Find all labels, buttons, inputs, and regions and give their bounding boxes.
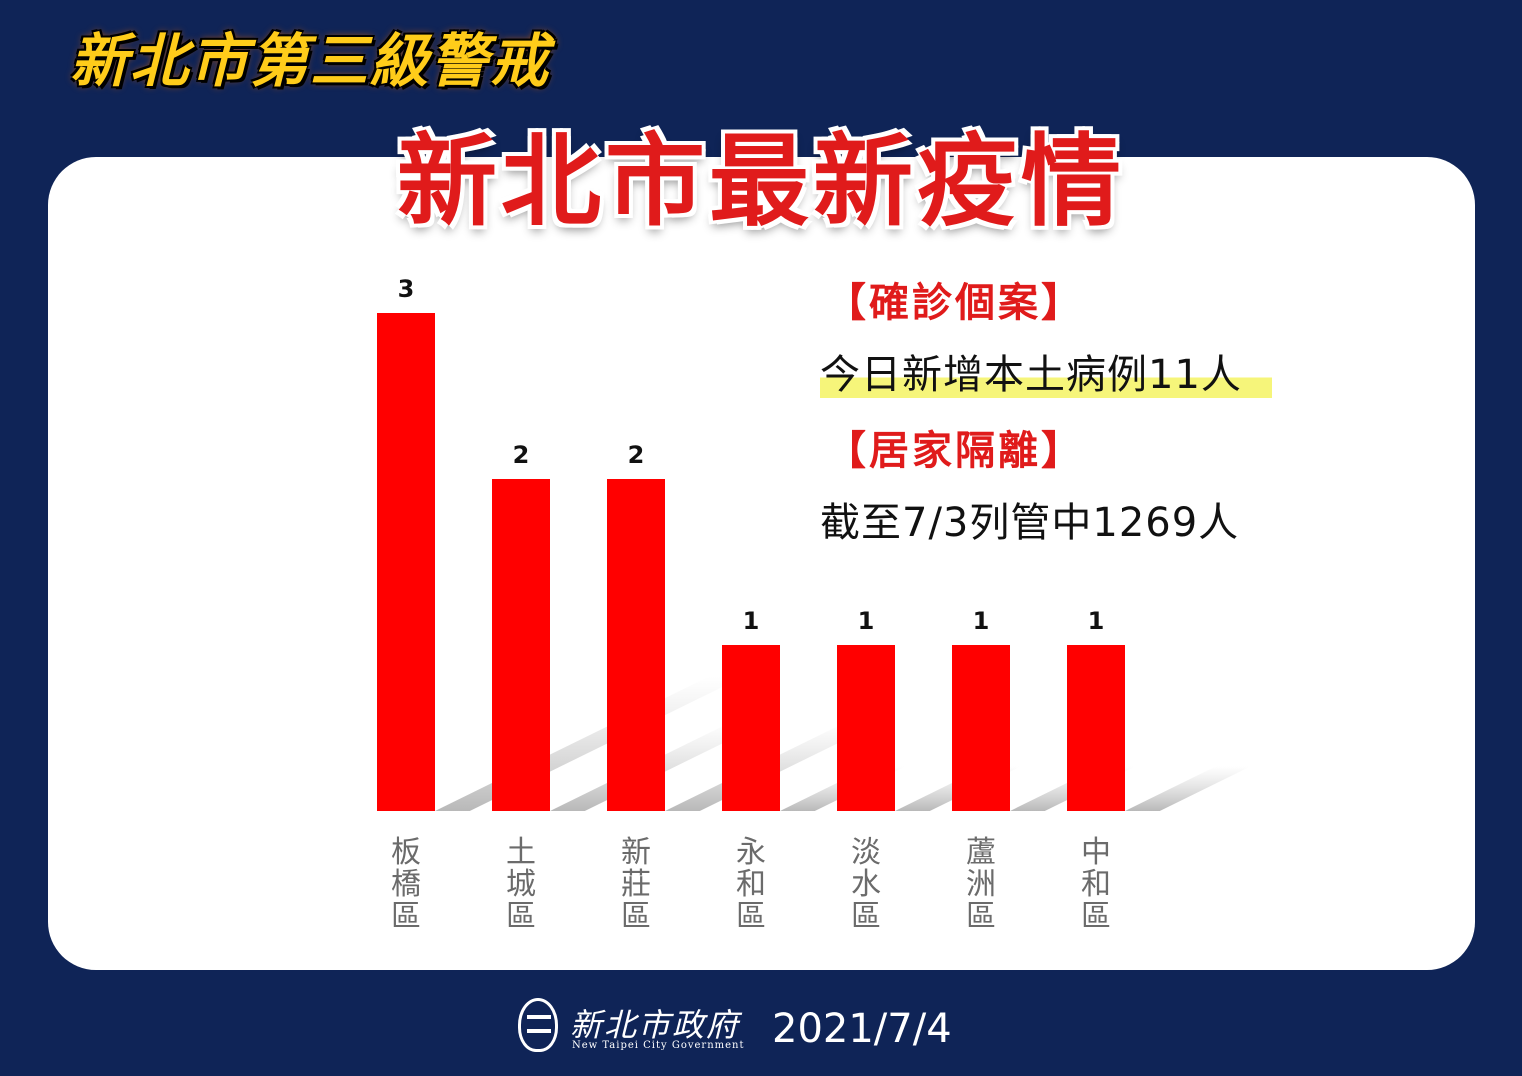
data-label: 1: [1088, 607, 1105, 635]
data-label: 2: [628, 441, 645, 469]
city-logo-icon: [518, 998, 558, 1052]
category-label: 板橋區: [391, 835, 421, 934]
bar-shadow: [1125, 766, 1252, 811]
category-label: 蘆洲區: [966, 835, 996, 934]
bar: [837, 645, 895, 811]
bar: [377, 313, 435, 811]
category-label: 新莊區: [621, 835, 651, 934]
org-name-cn: 新北市政府: [570, 1006, 741, 1044]
confirmed-highlight: 今日新增本土病例11人: [820, 352, 1272, 398]
page-title: 新北市最新疫情: [397, 123, 1125, 240]
bar: [1067, 645, 1125, 811]
data-label: 1: [743, 607, 760, 635]
data-label: 3: [398, 275, 415, 303]
data-label: 1: [858, 607, 875, 635]
category-label: 永和區: [736, 835, 766, 934]
data-label: 1: [973, 607, 990, 635]
data-label: 2: [513, 441, 530, 469]
category-label: 土城區: [506, 835, 536, 934]
bar: [952, 645, 1010, 811]
bar: [722, 645, 780, 811]
bar: [492, 479, 550, 811]
category-label: 中和區: [1081, 835, 1111, 934]
content-panel: [48, 157, 1475, 970]
confirmed-text: 今日新增本土病例11人: [820, 342, 1380, 400]
bar: [607, 479, 665, 811]
info-block: 【確診個案】 今日新增本土病例11人 【居家隔離】 截至7/3列管中1269人: [820, 270, 1380, 566]
quarantine-text: 截至7/3列管中1269人: [820, 500, 1240, 546]
confirmed-header: 【確診個案】: [826, 280, 1084, 326]
alert-banner: 新北市第三級警戒: [70, 27, 551, 95]
quarantine-header: 【居家隔離】: [826, 428, 1084, 474]
org-name-en: New Taipei City Government: [572, 1040, 745, 1051]
report-date: 2021/7/4: [772, 1006, 952, 1052]
category-label: 淡水區: [851, 835, 881, 934]
